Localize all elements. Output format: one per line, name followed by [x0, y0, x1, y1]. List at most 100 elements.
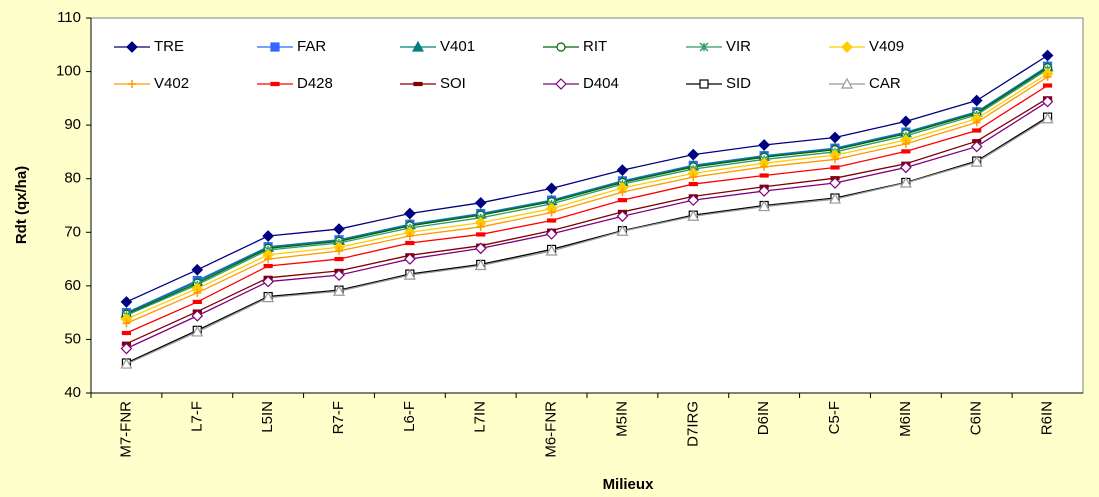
x-tick-label: M6-FNR: [543, 401, 560, 458]
x-tick-label: M7-FNR: [117, 401, 134, 458]
x-tick-label: M6IN: [897, 401, 914, 437]
data-point: [1041, 95, 1054, 108]
data-point: [828, 192, 842, 204]
data-point: [474, 196, 487, 209]
data-point: [758, 200, 771, 212]
legend-label: RIT: [583, 38, 607, 55]
data-point: [404, 207, 416, 220]
data-point: [900, 161, 912, 174]
data-point: [122, 319, 131, 328]
data-point: [545, 228, 558, 240]
legend-marker: [413, 81, 423, 87]
data-point: [474, 242, 487, 255]
legend-marker: [555, 78, 567, 90]
data-point: [899, 176, 912, 188]
legend-label: D404: [583, 75, 619, 92]
x-tick-label: L7IN: [472, 401, 489, 433]
legend-label: V402: [154, 75, 189, 92]
data-point: [901, 139, 910, 148]
data-point: [687, 209, 700, 221]
data-point: [616, 210, 629, 223]
data-point: [262, 230, 274, 242]
y-tick-label: 50: [64, 330, 81, 347]
data-point: [900, 115, 912, 128]
series-line: [126, 84, 1048, 334]
data-point: [334, 256, 344, 262]
data-point: [262, 291, 275, 303]
series-line: [126, 101, 1048, 350]
data-point: [547, 208, 556, 217]
legend-marker: [699, 42, 709, 52]
data-point: [404, 253, 416, 265]
legend-marker: [840, 77, 854, 89]
legend-label: V409: [869, 38, 904, 55]
data-point: [120, 296, 133, 308]
legend-label: V401: [440, 38, 475, 55]
x-tick-label: R6IN: [1039, 401, 1056, 435]
x-tick-label: D7IRG: [684, 401, 701, 447]
y-axis-label: Rdt (qx/ha): [13, 166, 30, 244]
series-line: [126, 76, 1048, 324]
data-point: [476, 232, 486, 237]
series-line: [126, 118, 1048, 365]
x-axis-label: Milieux: [603, 476, 655, 493]
data-point: [758, 139, 770, 151]
data-point: [262, 275, 274, 288]
y-tick-label: 90: [64, 116, 81, 133]
data-point: [970, 94, 983, 107]
data-point: [688, 181, 698, 187]
data-point: [760, 162, 769, 171]
data-point: [616, 164, 629, 176]
data-point: [1043, 72, 1052, 81]
series-line: [126, 66, 1048, 314]
x-tick-label: C5-F: [826, 401, 843, 434]
data-point: [193, 288, 202, 297]
data-point: [192, 299, 202, 305]
data-point: [831, 155, 839, 164]
y-tick-label: 80: [64, 170, 81, 187]
x-tick-label: L6-F: [401, 401, 418, 432]
data-point: [1041, 49, 1054, 62]
data-point: [970, 140, 983, 153]
data-point: [405, 232, 414, 241]
legend-marker: [128, 80, 136, 88]
data-point: [829, 177, 841, 189]
plot-area: [90, 17, 1084, 394]
legend-marker: [270, 42, 280, 52]
legend-marker: [699, 79, 709, 89]
data-point: [687, 194, 700, 206]
legend-marker: [841, 41, 853, 53]
data-point: [830, 165, 840, 170]
legend-label: CAR: [869, 75, 901, 92]
data-point: [901, 149, 911, 154]
data-point: [333, 269, 345, 281]
legend-label: SOI: [440, 75, 466, 92]
y-tick-label: 60: [64, 277, 81, 294]
data-point: [829, 131, 841, 144]
legend-label: SID: [726, 75, 751, 92]
data-point: [1041, 112, 1054, 124]
x-tick-label: M5IN: [613, 401, 630, 437]
data-point: [476, 222, 485, 231]
x-tick-label: D6IN: [755, 401, 772, 435]
legend-label: D428: [297, 75, 333, 92]
data-point: [335, 247, 343, 256]
data-point: [191, 325, 204, 337]
series-line: [126, 54, 1048, 303]
data-point: [758, 185, 770, 197]
legend-label: TRE: [154, 38, 184, 55]
data-point: [121, 330, 132, 336]
data-point: [1042, 83, 1053, 88]
data-point: [264, 255, 273, 264]
data-point: [545, 244, 558, 256]
series-line: [126, 68, 1048, 316]
data-point: [687, 148, 700, 161]
data-point: [263, 263, 273, 269]
data-point: [191, 310, 204, 322]
x-tick-label: L5IN: [259, 401, 276, 433]
data-point: [545, 182, 558, 195]
data-point: [333, 223, 345, 235]
legend-marker: [126, 41, 138, 53]
x-tick-label: L7-F: [188, 401, 205, 432]
